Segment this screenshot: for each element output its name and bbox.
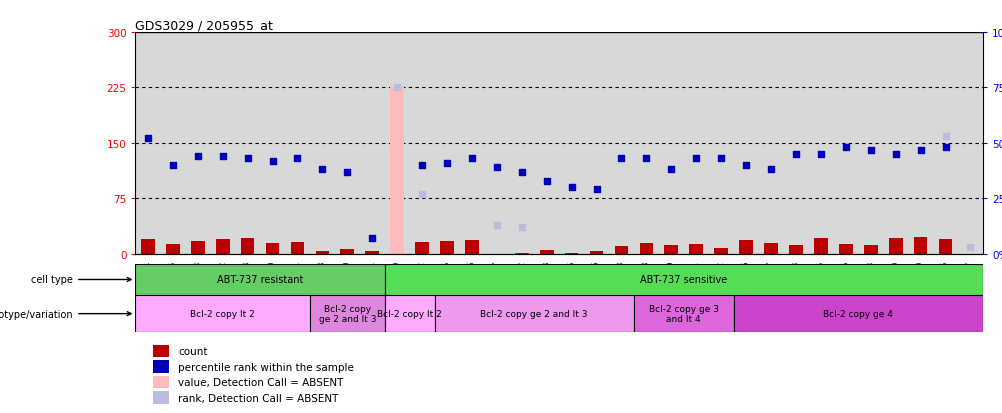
Point: [513, 224, 529, 231]
Bar: [365, 252, 379, 254]
Text: Bcl-2 copy ge 4: Bcl-2 copy ge 4: [823, 309, 893, 318]
Point: [763, 167, 779, 173]
Bar: [913, 238, 927, 254]
Point: [214, 154, 230, 160]
Bar: [764, 244, 778, 254]
Bar: [153, 376, 169, 389]
Point: [414, 191, 430, 198]
Point: [439, 160, 455, 167]
Bar: [240, 239, 255, 254]
Point: [862, 147, 878, 154]
Point: [538, 178, 554, 184]
Text: value, Detection Call = ABSENT: value, Detection Call = ABSENT: [177, 377, 343, 387]
Bar: [664, 246, 677, 254]
Point: [613, 156, 629, 162]
Point: [937, 145, 953, 151]
Bar: [340, 249, 354, 254]
Text: ABT-737 sensitive: ABT-737 sensitive: [639, 275, 726, 285]
Point: [912, 147, 928, 154]
Bar: [153, 361, 169, 373]
Bar: [465, 240, 478, 254]
Bar: [215, 239, 229, 254]
Bar: [190, 242, 204, 254]
Bar: [614, 247, 627, 254]
Text: cell type: cell type: [31, 275, 131, 285]
Text: rank, Detection Call = ABSENT: rank, Detection Call = ABSENT: [177, 393, 338, 403]
Text: genotype/variation: genotype/variation: [0, 309, 131, 319]
Bar: [938, 239, 952, 254]
Point: [687, 156, 703, 162]
Point: [588, 187, 604, 193]
Bar: [310, 295, 385, 332]
Bar: [141, 239, 154, 254]
Point: [290, 156, 306, 162]
Text: ABT-737 resistant: ABT-737 resistant: [216, 275, 303, 285]
Text: Bcl-2 copy ge 2 and lt 3: Bcl-2 copy ge 2 and lt 3: [480, 309, 587, 318]
Bar: [440, 242, 453, 254]
Point: [637, 156, 653, 162]
Point: [712, 156, 728, 162]
Bar: [789, 246, 802, 254]
Point: [563, 184, 579, 191]
Point: [239, 156, 256, 162]
Point: [314, 167, 330, 173]
Bar: [738, 241, 753, 254]
Bar: [639, 243, 652, 254]
Bar: [153, 345, 169, 358]
Point: [513, 169, 529, 176]
Bar: [814, 239, 827, 254]
Point: [189, 154, 205, 160]
Bar: [633, 295, 732, 332]
Bar: [713, 248, 727, 254]
Bar: [135, 264, 385, 295]
Point: [339, 169, 355, 176]
Bar: [135, 295, 310, 332]
Point: [937, 133, 953, 140]
Bar: [863, 246, 877, 254]
Point: [364, 235, 380, 242]
Point: [139, 136, 155, 142]
Bar: [390, 88, 404, 254]
Bar: [564, 253, 578, 254]
Point: [488, 164, 504, 171]
Bar: [385, 264, 982, 295]
Bar: [838, 244, 852, 254]
Point: [788, 151, 804, 158]
Point: [737, 162, 754, 169]
Text: Bcl-2 copy lt 2: Bcl-2 copy lt 2: [377, 309, 442, 318]
Point: [812, 151, 828, 158]
Text: count: count: [177, 347, 207, 356]
Text: GDS3029 / 205955_at: GDS3029 / 205955_at: [135, 19, 273, 32]
Bar: [165, 244, 179, 254]
Bar: [385, 295, 434, 332]
Point: [887, 151, 903, 158]
Bar: [888, 239, 902, 254]
Bar: [266, 243, 280, 254]
Bar: [514, 253, 528, 254]
Text: Bcl-2 copy
ge 2 and lt 3: Bcl-2 copy ge 2 and lt 3: [319, 304, 376, 323]
Point: [488, 222, 504, 228]
Point: [414, 162, 430, 169]
Bar: [589, 252, 603, 254]
Bar: [434, 295, 633, 332]
Point: [837, 145, 853, 151]
Bar: [153, 392, 169, 404]
Bar: [732, 295, 982, 332]
Bar: [415, 242, 429, 254]
Text: Bcl-2 copy lt 2: Bcl-2 copy lt 2: [190, 309, 255, 318]
Point: [464, 156, 480, 162]
Point: [962, 244, 978, 251]
Bar: [316, 252, 329, 254]
Text: Bcl-2 copy ge 3
and lt 4: Bcl-2 copy ge 3 and lt 4: [648, 304, 718, 323]
Point: [265, 158, 281, 164]
Point: [662, 167, 678, 173]
Bar: [688, 244, 702, 254]
Point: [164, 162, 180, 169]
Text: percentile rank within the sample: percentile rank within the sample: [177, 362, 354, 372]
Bar: [291, 242, 304, 254]
Point: [389, 85, 405, 92]
Bar: [539, 250, 553, 254]
